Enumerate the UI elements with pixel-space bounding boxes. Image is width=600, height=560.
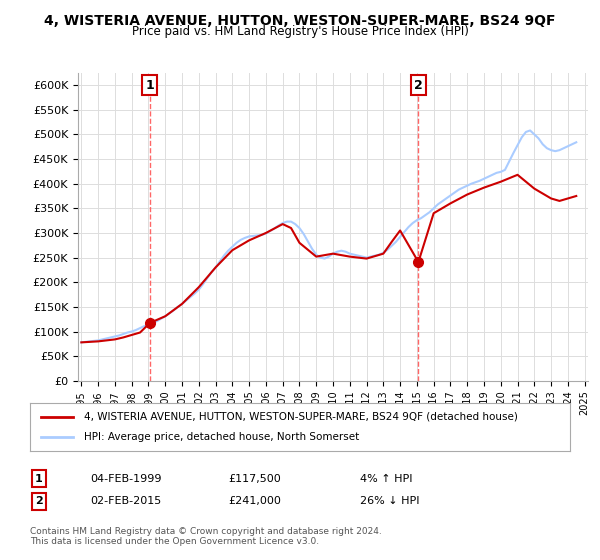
Text: 1: 1 [35, 474, 43, 484]
Text: 4, WISTERIA AVENUE, HUTTON, WESTON-SUPER-MARE, BS24 9QF (detached house): 4, WISTERIA AVENUE, HUTTON, WESTON-SUPER… [84, 412, 518, 422]
Text: 02-FEB-2015: 02-FEB-2015 [90, 496, 161, 506]
Text: HPI: Average price, detached house, North Somerset: HPI: Average price, detached house, Nort… [84, 432, 359, 442]
Text: Price paid vs. HM Land Registry's House Price Index (HPI): Price paid vs. HM Land Registry's House … [131, 25, 469, 38]
Text: 4, WISTERIA AVENUE, HUTTON, WESTON-SUPER-MARE, BS24 9QF: 4, WISTERIA AVENUE, HUTTON, WESTON-SUPER… [44, 14, 556, 28]
Text: £241,000: £241,000 [228, 496, 281, 506]
Text: 04-FEB-1999: 04-FEB-1999 [90, 474, 161, 484]
Text: 1: 1 [146, 78, 154, 92]
Text: Contains HM Land Registry data © Crown copyright and database right 2024.
This d: Contains HM Land Registry data © Crown c… [30, 526, 382, 546]
Text: 26% ↓ HPI: 26% ↓ HPI [360, 496, 419, 506]
Text: 2: 2 [414, 78, 423, 92]
Text: 4% ↑ HPI: 4% ↑ HPI [360, 474, 413, 484]
Text: 2: 2 [35, 496, 43, 506]
Text: £117,500: £117,500 [228, 474, 281, 484]
